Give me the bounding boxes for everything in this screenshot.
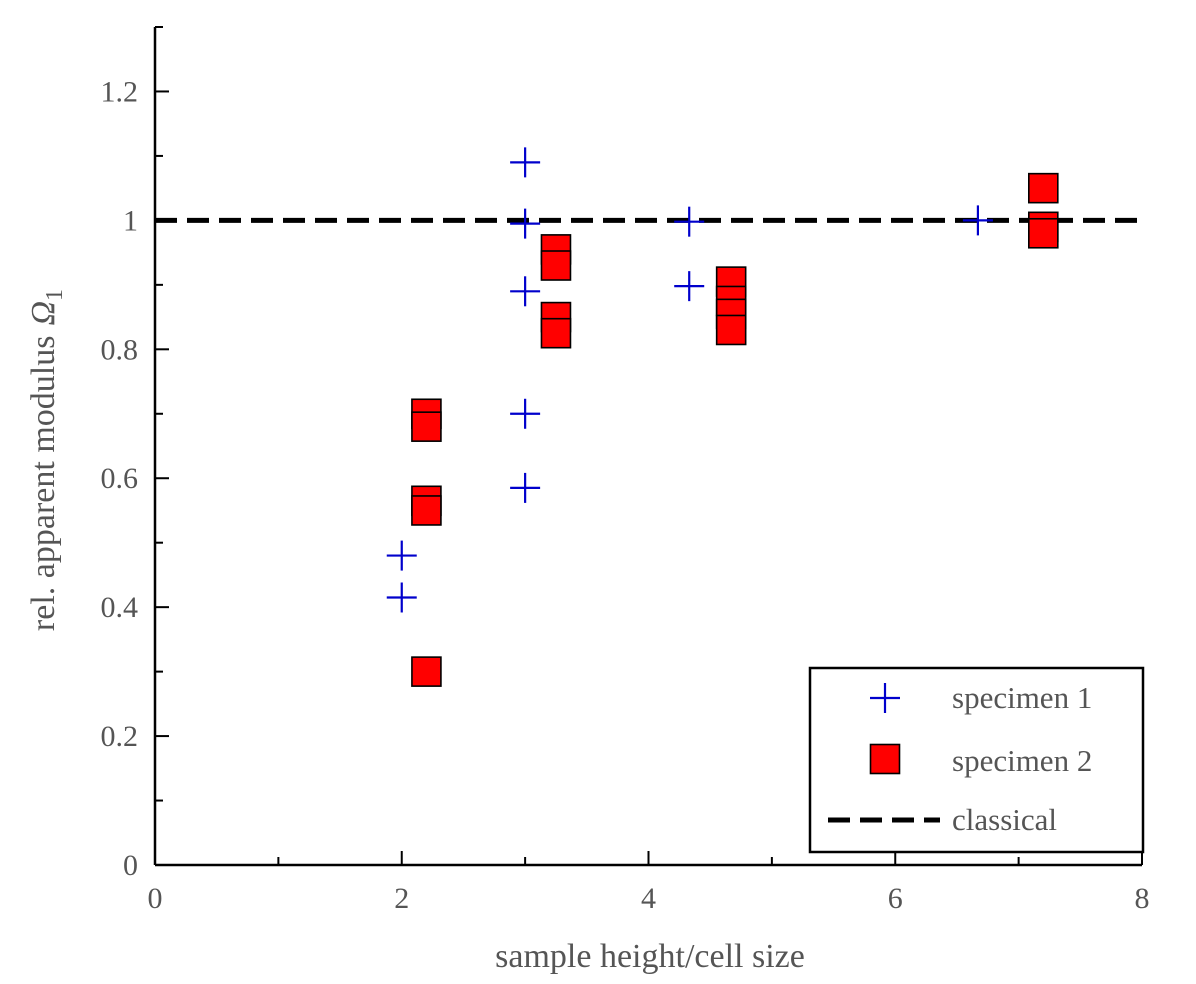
y-tick-label: 0.8 [101,333,139,366]
specimen-2-point [411,495,442,526]
x-tick-label: 6 [888,882,903,915]
x-tick-label: 8 [1135,882,1150,915]
y-tick-label: 0 [123,849,138,882]
specimen-1-point [386,582,417,613]
specimen-1-point [510,398,541,429]
y-tick-label: 0.2 [101,720,139,753]
specimen-1-point [510,472,541,503]
specimen-2-point [1028,172,1059,204]
x-tick-label: 0 [148,882,163,915]
specimen-1-point [510,276,541,307]
x-tick-label: 2 [394,882,409,915]
tick-labels: 0 2 4 6 8 0 0.2 0.4 0.6 0.8 1 1.2 [101,75,1150,915]
y-axis-title-symbol: Ω [25,301,62,326]
legend-plus [870,683,900,713]
x-tick-label: 4 [641,882,656,915]
legend: specimen 1 specimen 2 classical [808,666,1145,854]
y-tick-label: 0.6 [101,462,139,495]
specimen-1-point [510,208,541,239]
y-axis-title: rel. apparent modulus Ω1 [25,289,68,631]
specimen-1-point [674,271,705,302]
specimen-1-point [962,205,993,236]
specimen-2-point [540,317,572,349]
legend-marker-specimen-2 [869,743,901,775]
specimen-2-point [1028,217,1059,249]
specimen-1-point [510,147,541,178]
legend-label-specimen-1: specimen 1 [952,680,1092,715]
data-points [386,147,1059,687]
specimen-1-point [674,206,705,237]
specimen-2-point [540,250,572,281]
legend-square [869,743,901,775]
specimen-1-point [386,540,417,571]
specimen-2-point [411,656,442,687]
x-axis-title: sample height/cell size [495,938,805,975]
specimen-2-point [715,314,747,346]
y-tick-label: 0.4 [101,591,139,624]
legend-label-specimen-2: specimen 2 [952,743,1092,778]
y-tick-label: 1 [123,204,138,237]
y-tick-label: 1.2 [101,75,139,108]
legend-marker-specimen-1 [870,683,900,713]
specimen-2-point [411,411,442,442]
legend-label-classical: classical [952,802,1057,837]
y-axis-title-subscript: 1 [42,289,68,301]
y-axis-title-text: rel. apparent modulus [25,336,62,632]
